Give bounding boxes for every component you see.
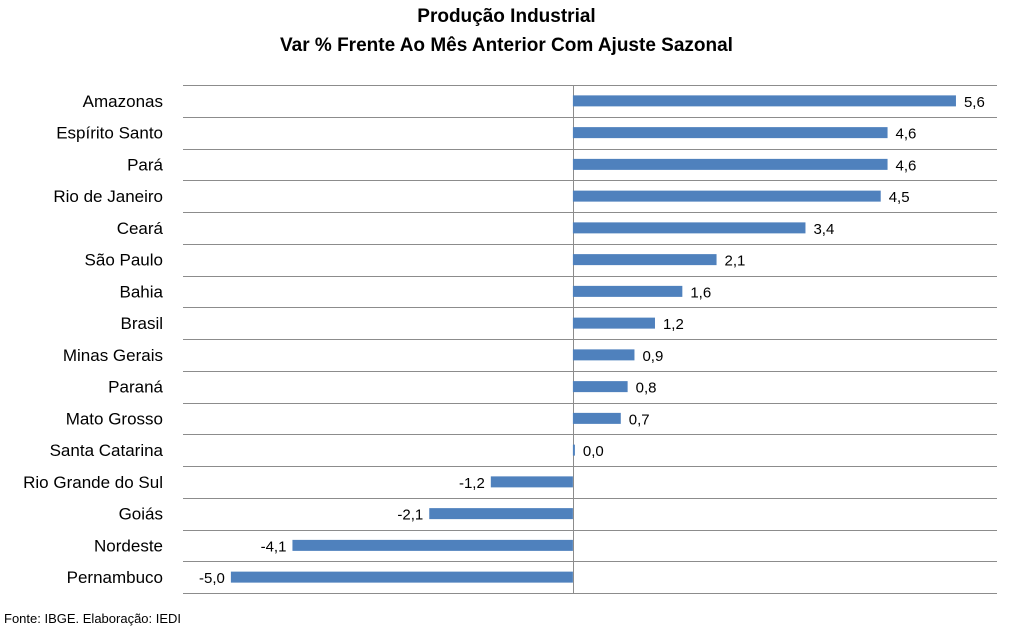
data-label: 0,8: [636, 380, 657, 397]
data-label: 5,6: [964, 94, 985, 111]
data-label: 0,7: [629, 411, 650, 428]
bar: [230, 571, 573, 583]
bar: [572, 190, 881, 202]
category-label: Minas Gerais: [63, 346, 163, 365]
category-label: Rio Grande do Sul: [23, 473, 163, 492]
bar: [572, 254, 717, 266]
category-label: Paraná: [108, 378, 163, 397]
category-label: Ceará: [117, 219, 164, 238]
bar: [572, 222, 806, 234]
bar: [572, 317, 655, 329]
bar: [572, 412, 621, 424]
category-label: Rio de Janeiro: [53, 187, 163, 206]
category-label: Bahia: [120, 282, 164, 301]
bar: [490, 476, 573, 488]
data-label: 1,6: [690, 284, 711, 301]
category-label: Goiás: [119, 505, 163, 524]
data-label: 4,6: [896, 157, 917, 174]
chart-title: Produção Industrial: [417, 6, 596, 27]
chart-subtitle: Var % Frente Ao Mês Anterior Com Ajuste …: [280, 35, 733, 56]
data-label: 4,5: [889, 189, 910, 206]
data-label: 3,4: [813, 221, 834, 238]
data-label: 1,2: [663, 316, 684, 333]
bar: [572, 381, 628, 393]
category-label: Santa Catarina: [50, 441, 164, 460]
category-label: Espírito Santo: [56, 124, 163, 143]
bar: [572, 158, 888, 170]
data-label: 2,1: [725, 253, 746, 270]
category-label: Nordeste: [94, 536, 163, 555]
bar: [292, 539, 573, 551]
category-label: Pará: [127, 155, 163, 174]
source-note: Fonte: IBGE. Elaboração: IEDI: [4, 611, 182, 626]
category-label: Amazonas: [83, 92, 163, 111]
category-label: Mato Grosso: [66, 409, 163, 428]
bar: [572, 349, 635, 361]
data-label: 0,0: [583, 443, 604, 460]
category-label: Pernambuco: [67, 568, 163, 587]
category-label: São Paulo: [85, 251, 163, 270]
data-label: -2,1: [397, 507, 423, 524]
data-label: -5,0: [199, 570, 225, 587]
category-label: Brasil: [120, 314, 163, 333]
bar: [572, 444, 575, 456]
bar: [429, 508, 573, 520]
bar: [572, 95, 956, 107]
data-label: 0,9: [642, 348, 663, 365]
data-label: 4,6: [896, 126, 917, 143]
bar: [572, 285, 683, 297]
data-label: -1,2: [459, 475, 485, 492]
data-label: -4,1: [261, 538, 287, 555]
bar: [572, 127, 888, 139]
